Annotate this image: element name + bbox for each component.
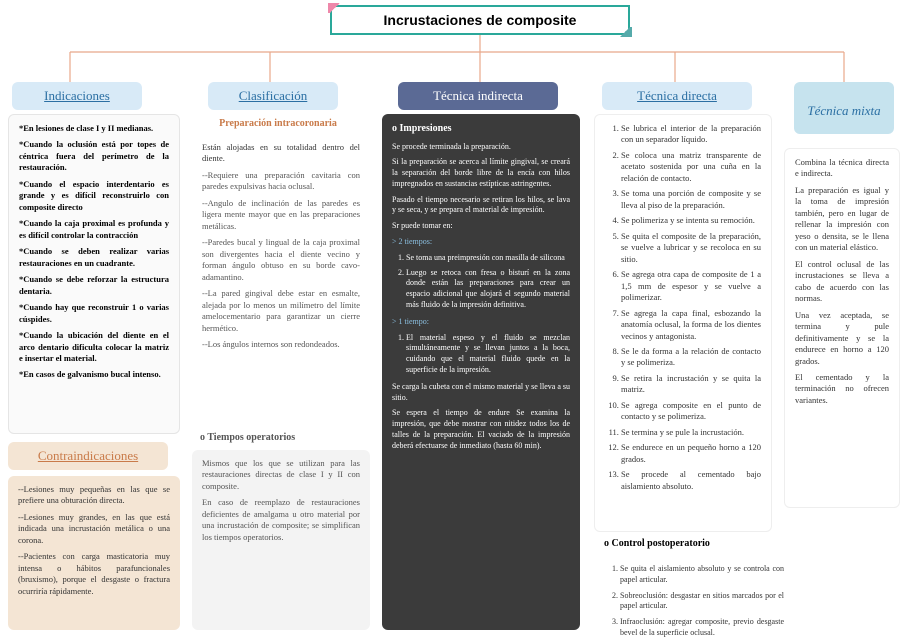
prep-item: --Paredes bucal y lingual de la caja pro…: [202, 237, 360, 283]
prep-item: Están alojadas en su totalidad dentro de…: [202, 142, 360, 165]
impres-title: o Impresiones: [392, 122, 570, 136]
title-text: Incrustaciones de composite: [384, 12, 577, 28]
indirecta-box: o Impresiones Se procede terminada la pr…: [382, 114, 580, 630]
indic-item: *Cuando se debe reforzar la estructura d…: [19, 274, 169, 297]
contra-item: --Lesiones muy pequeñas en las que se pr…: [18, 484, 170, 507]
header-directa: Técnica directa: [602, 82, 752, 110]
tiempos-item: Mismos que los que se utilizan para las …: [202, 458, 360, 492]
prep-item: --Los ángulos internos son redondeados.: [202, 339, 360, 350]
mixta-box: Combina la técnica directa e indirecta. …: [784, 148, 900, 508]
dir-step: Se agrega otra capa de composite de 1 a …: [621, 269, 761, 303]
contra-item: --Lesiones muy grandes, en las que está …: [18, 512, 170, 546]
indic-item: *En casos de galvanismo bucal intenso.: [19, 369, 169, 380]
ind-item: Se procede terminada la preparación.: [392, 142, 570, 153]
dir-step: Se coloca una matriz transparente de ace…: [621, 150, 761, 184]
mixta-item: El cementado y la terminación no ofrecen…: [795, 372, 889, 406]
dir-step: Se lubrica el interior de la preparación…: [621, 123, 761, 146]
contra-box: --Lesiones muy pequeñas en las que se pr…: [8, 476, 180, 630]
page-title: Incrustaciones de composite: [330, 5, 630, 35]
ind-2tiempos: > 2 tiempos:: [392, 237, 570, 248]
prep-title: Preparación intracoronaria: [198, 118, 358, 129]
indic-item: *Cuando la caja proximal es profunda y e…: [19, 218, 169, 241]
postop-item: Sobreoclusión: desgastar en sitios marca…: [620, 591, 784, 613]
tiempos-box: Mismos que los que se utilizan para las …: [192, 450, 370, 630]
dir-step: Se toma una porción de composite y se ll…: [621, 188, 761, 211]
indic-item: *Cuando el espacio interdentario es gran…: [19, 179, 169, 213]
dir-step: Se retira la incrustación y se quita la …: [621, 373, 761, 396]
ind-item: Sr puede tomar en:: [392, 221, 570, 232]
postop-box: Se quita el aislamiento absoluto y se co…: [594, 556, 794, 632]
ind-step: Se toma una preimpresión con masilla de …: [406, 253, 570, 264]
dir-step: Se procede al cementado bajo aislamiento…: [621, 469, 761, 492]
mixta-item: La preparación es igual y la toma de imp…: [795, 185, 889, 254]
mixta-item: Una vez aceptada, se termina y pule defi…: [795, 310, 889, 367]
indic-item: *Cuando la ubicación del diente en el ar…: [19, 330, 169, 364]
tiempos-title: o Tiempos operatorios: [200, 432, 295, 443]
header-indicaciones: Indicaciones: [12, 82, 142, 110]
tiempos-item: En caso de reemplazo de restauraciones d…: [202, 497, 360, 543]
postop-item: Se quita el aislamiento absoluto y se co…: [620, 564, 784, 586]
ind-item: Si la preparación se acerca al límite gi…: [392, 157, 570, 189]
dir-step: Se agrega la capa final, esbozando la an…: [621, 308, 761, 342]
prep-item: --La pared gingival debe estar en esmalt…: [202, 288, 360, 334]
header-clasificacion: Clasificación: [208, 82, 338, 110]
dir-step: Se le da forma a la relación de contacto…: [621, 346, 761, 369]
ind-step: Luego se retoca con fresa o bisturí en l…: [406, 268, 570, 311]
prep-item: --Angulo de inclinación de las paredes e…: [202, 198, 360, 232]
indicaciones-box: *En lesiones de clase I y II medianas. *…: [8, 114, 180, 434]
header-mixta: Técnica mixta: [794, 82, 894, 134]
indic-item: *Cuando se deben realizar varias restaur…: [19, 246, 169, 269]
ind-item: Pasado el tiempo necesario se retiran lo…: [392, 195, 570, 217]
indic-item: *En lesiones de clase I y II medianas.: [19, 123, 169, 134]
directa-box: Se lubrica el interior de la preparación…: [594, 114, 772, 532]
dir-step: Se polimeriza y se intenta su remoción.: [621, 215, 761, 226]
indic-item: *Cuando la oclusión está por topes de cé…: [19, 139, 169, 173]
contra-item: --Pacientes con carga masticatoria muy i…: [18, 551, 170, 597]
ind-step: El material espeso y el fluido se mezcla…: [406, 333, 570, 376]
postop-item: Infraoclusión: agregar composite, previo…: [620, 617, 784, 639]
mixta-item: Combina la técnica directa e indirecta.: [795, 157, 889, 180]
ind-item: Se espera el tiempo de endure Se examina…: [392, 408, 570, 451]
postop-title: o Control postoperatorio: [604, 538, 710, 549]
dir-step: Se termina y se pule la incrustación.: [621, 427, 761, 438]
prep-box: Están alojadas en su totalidad dentro de…: [192, 134, 370, 424]
indic-item: *Cuando hay que reconstruir 1 o varias c…: [19, 302, 169, 325]
ind-item: Se carga la cubeta con el mismo material…: [392, 382, 570, 404]
dir-step: Se quita el composite de la preparación,…: [621, 231, 761, 265]
ind-1tiempo: > 1 tiempo:: [392, 317, 570, 328]
dir-step: Se endurece en un pequeño horno a 120 gr…: [621, 442, 761, 465]
header-indirecta: Técnica indirecta: [398, 82, 558, 110]
header-contra: Contraindicaciones: [8, 442, 168, 470]
dir-step: Se agrega composite en el punto de conta…: [621, 400, 761, 423]
mixta-item: El control oclusal de las incrustaciones…: [795, 259, 889, 305]
prep-item: --Requiere una preparación cavitaria con…: [202, 170, 360, 193]
